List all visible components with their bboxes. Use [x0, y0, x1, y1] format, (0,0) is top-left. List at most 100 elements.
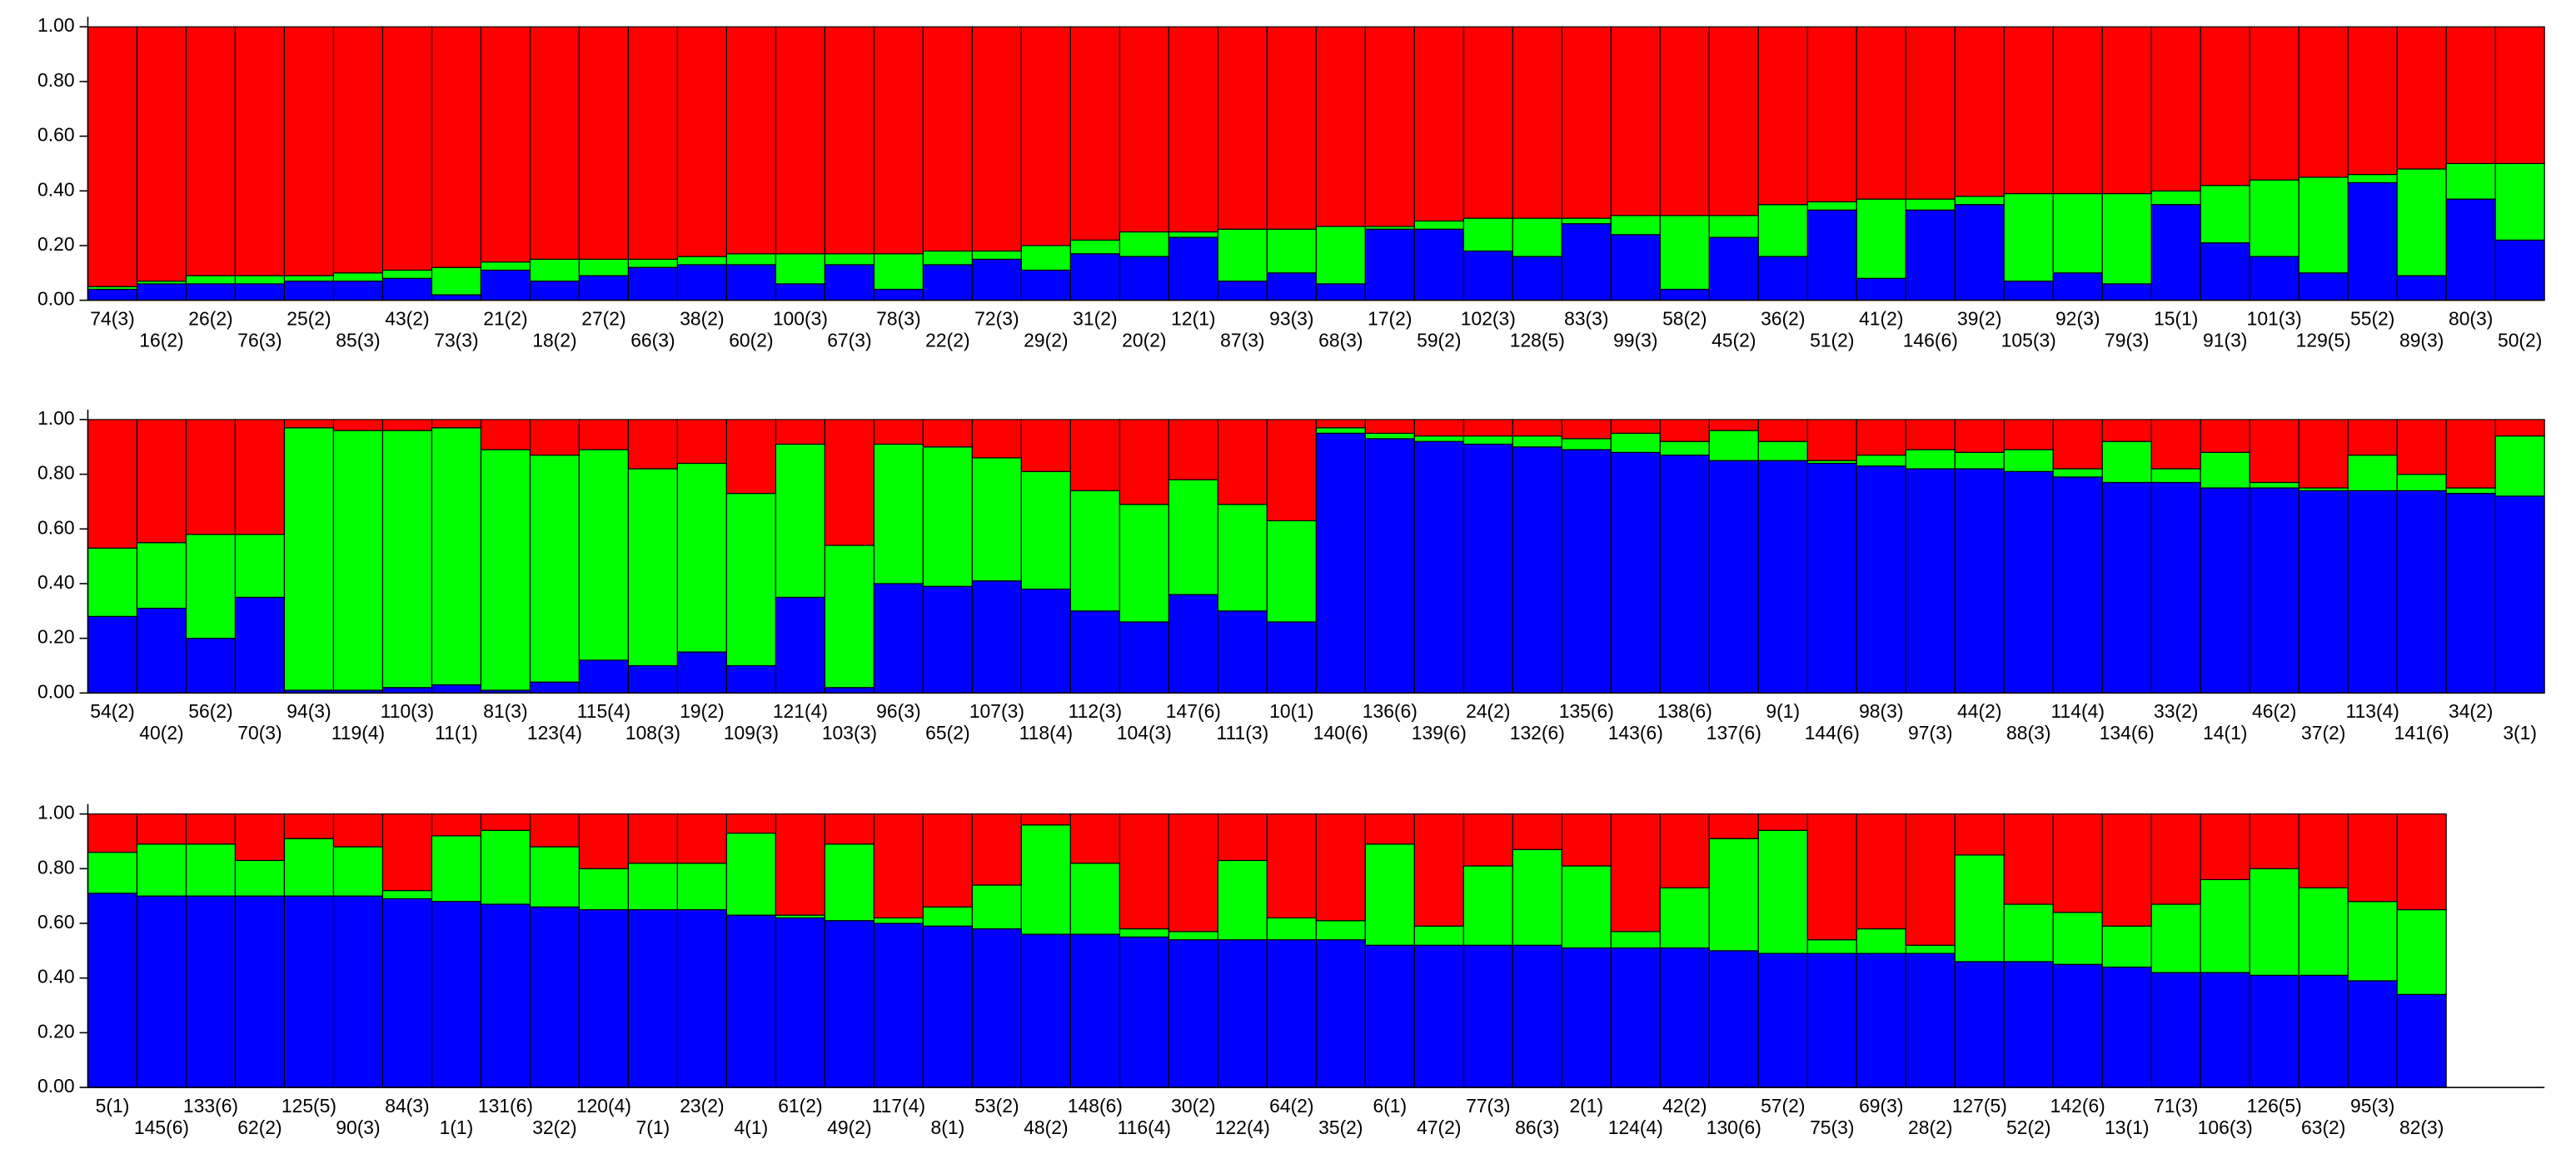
bar-segment [1659, 288, 1710, 301]
bar-segment [1266, 228, 1317, 274]
bar-segment [1905, 209, 1956, 301]
bar-segment [2150, 468, 2201, 484]
bar-segment [2003, 961, 2054, 1088]
bar-segment [1856, 455, 1906, 467]
bar-segment [873, 253, 924, 291]
bar-segment [2494, 239, 2545, 301]
x-tick-label: 36(2) [1761, 308, 1805, 330]
x-tick-label: 118(4) [1019, 722, 1073, 744]
bar-segment [1413, 228, 1464, 301]
bar-segment [873, 288, 924, 301]
bar-segment [332, 26, 384, 274]
bar-segment [676, 419, 728, 465]
bar-segment [136, 283, 187, 301]
bar-segment [1757, 204, 1808, 257]
x-tick-label: 19(2) [680, 700, 724, 722]
bar-segment [480, 829, 531, 905]
bar-segment [2200, 487, 2250, 694]
bar-segment [824, 419, 874, 546]
bar-segment [1462, 443, 1513, 694]
bar-segment [1905, 813, 1956, 946]
bar-segment [1954, 468, 2005, 694]
x-tick-label: 85(3) [336, 329, 380, 351]
bar-segment [971, 26, 1022, 252]
bar-segment [283, 281, 335, 301]
bar-segment [2052, 192, 2103, 274]
bar-segment [1020, 824, 1071, 935]
bar-segment [2347, 26, 2398, 176]
bar-segment [2101, 419, 2152, 442]
bar-segment [1610, 26, 1661, 216]
bar-segment [824, 253, 874, 266]
bar-segment [1217, 26, 1268, 230]
bar-segment [1757, 813, 1808, 831]
bar-segment [2101, 481, 2152, 694]
bar-segment [725, 26, 777, 255]
bar-segment [1315, 813, 1366, 922]
bar-segment [1364, 419, 1415, 434]
bar-segment [1217, 228, 1268, 282]
bar-segment [381, 269, 433, 279]
bar-segment [2200, 242, 2250, 301]
x-tick-label: 76(3) [237, 329, 282, 351]
bar-segment [971, 813, 1022, 886]
x-tick-label: 143(6) [1608, 722, 1663, 744]
bar-segment [2494, 26, 2545, 165]
x-tick-label: 79(3) [2105, 329, 2149, 351]
bar-segment [1119, 419, 1169, 505]
x-tick-label: 102(3) [1461, 308, 1516, 330]
bar-segment [971, 928, 1022, 1088]
x-tick-label: 117(4) [872, 1095, 925, 1117]
bar-segment [775, 813, 825, 916]
bar-segment [1806, 462, 1857, 694]
bar-segment [1020, 470, 1071, 590]
bar-segment [1069, 490, 1120, 612]
bar-segment [676, 264, 728, 301]
bar-segment [1610, 215, 1661, 236]
bar-segment [1806, 209, 1857, 301]
bar-segment [1020, 269, 1071, 301]
x-tick-label: 24(2) [1466, 700, 1510, 722]
x-tick-label: 41(2) [1859, 308, 1903, 330]
bar-segment [431, 294, 482, 301]
x-tick-label: 122(4) [1215, 1117, 1270, 1138]
bar-segment [1708, 950, 1759, 1088]
bar-segment [2249, 419, 2299, 484]
y-tick-label: 0.80 [37, 856, 75, 878]
bar-segment [1856, 953, 1906, 1088]
x-tick-label: 51(2) [1810, 329, 1854, 351]
x-tick-label: 98(3) [1859, 700, 1903, 722]
x-tick-label: 60(2) [729, 329, 773, 351]
bar-segment [87, 547, 138, 617]
bar-segment [1561, 449, 1612, 694]
bar-segment [381, 898, 433, 1088]
x-tick-label: 127(5) [1952, 1095, 2007, 1117]
y-tick-label: 1.00 [37, 802, 75, 823]
bar-segment [185, 26, 237, 276]
bar-segment [1462, 419, 1513, 437]
bar-segment [332, 281, 384, 301]
y-tick-label: 1.00 [37, 14, 75, 36]
bar-segment [1561, 217, 1612, 225]
bar-segment [1806, 419, 1857, 461]
x-tick-label: 12(1) [1171, 308, 1215, 330]
bar-segment [1462, 944, 1513, 1088]
bar-segment [431, 901, 482, 1088]
bar-segment [2298, 177, 2349, 274]
bar-segment [1708, 419, 1759, 431]
bar-segment [922, 419, 973, 448]
bar-segment [578, 908, 630, 1088]
bar-segment [1217, 419, 1268, 505]
bar-segment [1954, 204, 2005, 301]
bar-segment [1168, 231, 1218, 238]
x-tick-label: 59(2) [1417, 329, 1461, 351]
bar-segment [2347, 182, 2398, 301]
bar-segment [2150, 26, 2201, 192]
x-tick-label: 69(3) [1859, 1095, 1903, 1117]
x-tick-label: 22(2) [925, 329, 969, 351]
bar-segment [136, 419, 187, 544]
bar-segment [1708, 430, 1759, 461]
bar-segment [2101, 925, 2152, 968]
bar-segment [2249, 868, 2299, 976]
bar-segment [2445, 198, 2496, 301]
